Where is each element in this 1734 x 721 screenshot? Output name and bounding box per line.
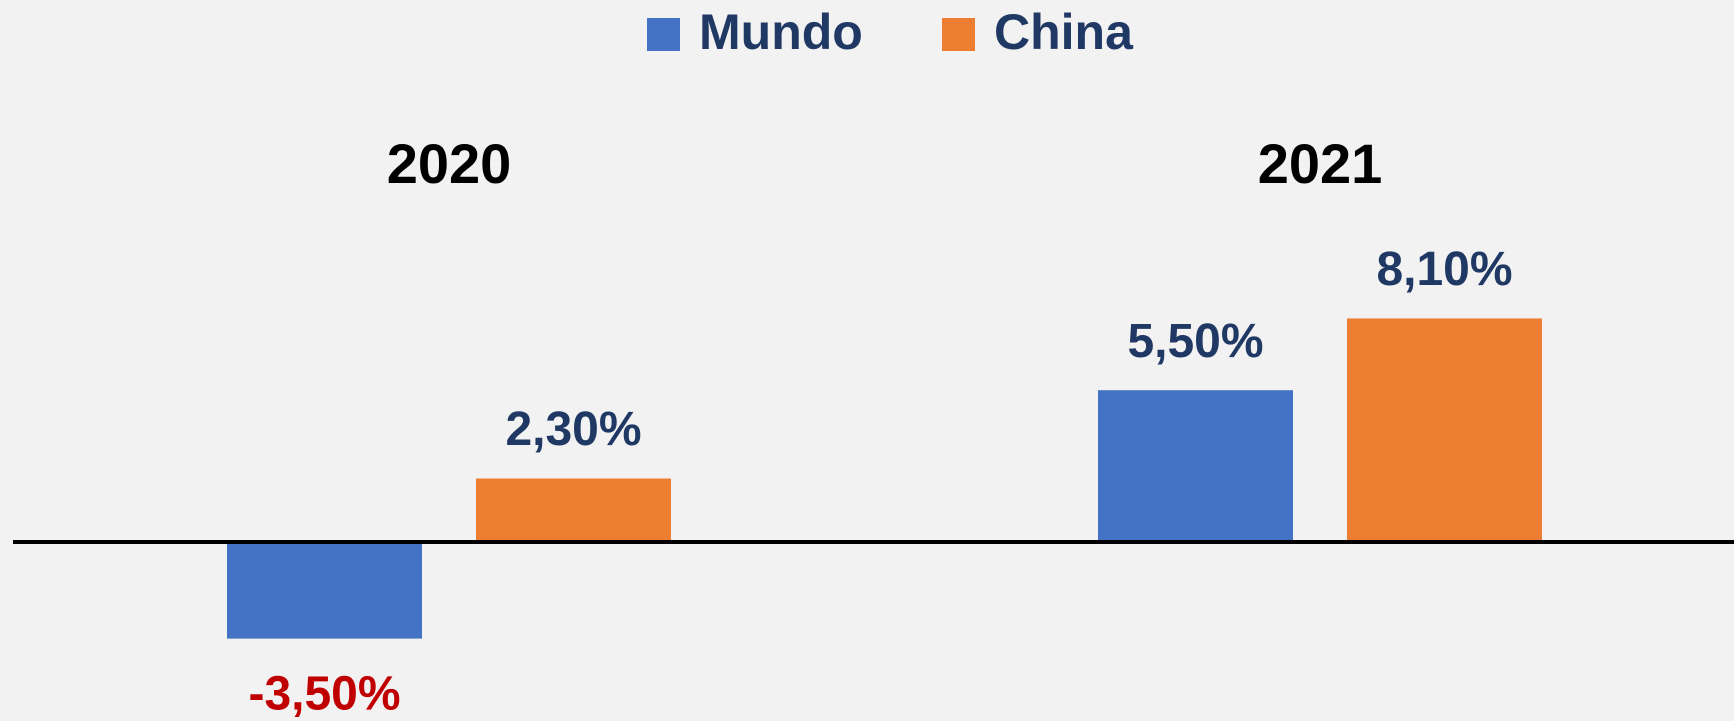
value-label: 8,10%	[1376, 243, 1512, 296]
category-label: 2020	[387, 132, 512, 195]
value-label: -3,50%	[248, 667, 400, 720]
bar	[227, 542, 422, 639]
category-label: 2021	[1258, 132, 1383, 195]
value-label: 5,50%	[1127, 315, 1263, 368]
bar	[476, 478, 671, 542]
legend-label: Mundo	[699, 4, 863, 60]
bar	[1098, 390, 1293, 542]
legend-label: China	[994, 4, 1134, 60]
legend-swatch	[647, 18, 680, 51]
bar	[1347, 318, 1542, 542]
value-label: 2,30%	[505, 403, 641, 456]
legend-swatch	[942, 18, 975, 51]
